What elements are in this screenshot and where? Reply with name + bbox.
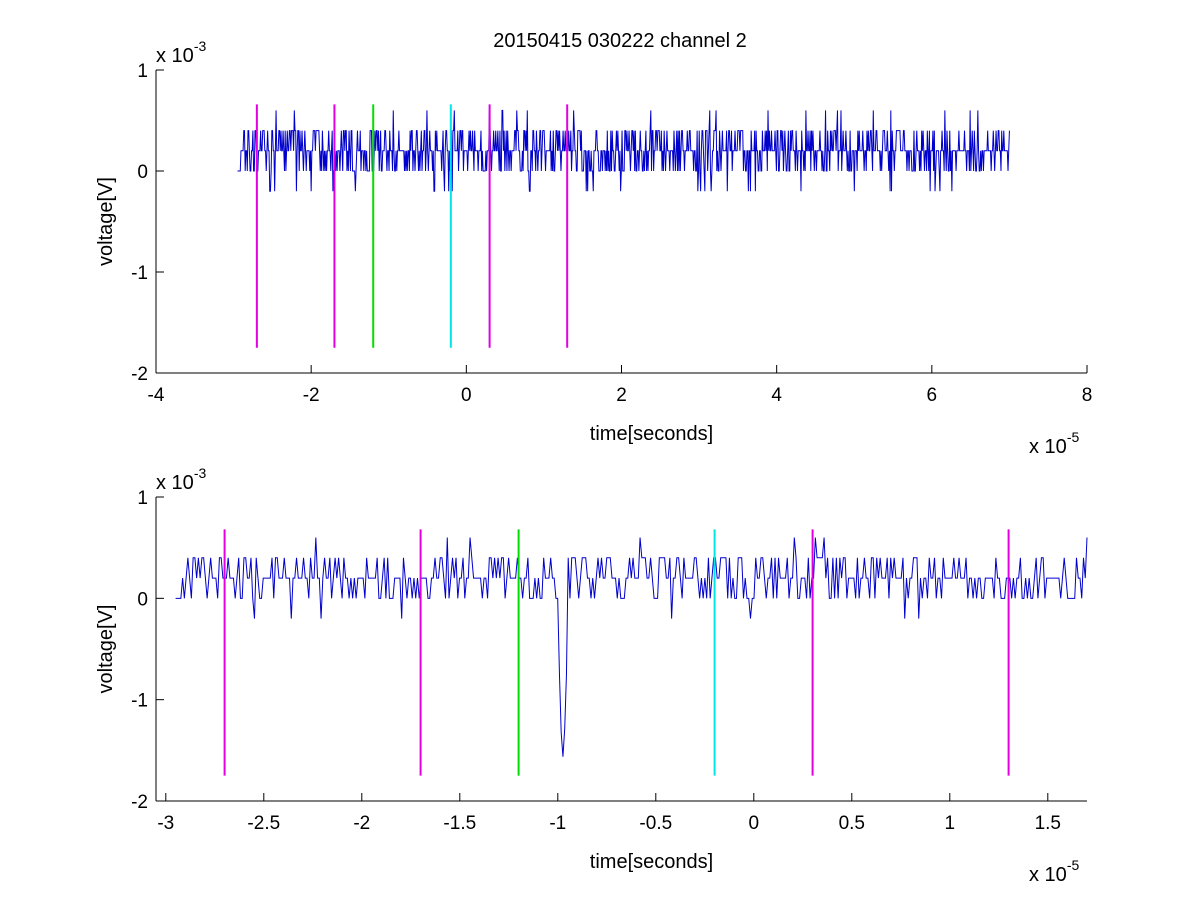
x-tick-label: -1.5 [443, 813, 476, 834]
x-axis-label: time[seconds] [590, 851, 713, 873]
x-tick-label: 6 [927, 385, 938, 406]
x-tick-label: 1 [945, 813, 956, 834]
y-tick-label: -1 [131, 691, 148, 712]
y-tick-label: 1 [137, 488, 148, 509]
signal-trace [237, 109, 1010, 192]
x-tick-label: 8 [1082, 385, 1093, 406]
x-tick-label: -2 [353, 813, 370, 834]
y-tick-label: 1 [137, 61, 148, 82]
y-axis-label: voltage[V] [95, 177, 117, 266]
x-tick-label: 0 [749, 813, 760, 834]
y-tick-label: -2 [131, 364, 148, 385]
x-tick-label: -0.5 [639, 813, 672, 834]
x-tick-label: 0 [461, 385, 472, 406]
x-tick-label: 4 [771, 385, 782, 406]
x-tick-label: -2 [303, 385, 320, 406]
x-tick-label: 1.5 [1035, 813, 1061, 834]
axes-1: -4 -2 0 2 4 6 8-2-101time[seconds]voltage[V]x … [95, 38, 1092, 458]
signal-trace [175, 537, 1088, 757]
figure-title: 20150415 030222 channel 2 [493, 30, 747, 52]
x-axis-label: time[seconds] [590, 423, 713, 445]
x-tick-label: -3 [157, 813, 174, 834]
y-tick-label: 0 [137, 589, 148, 610]
x-tick-label: -4 [148, 385, 165, 406]
y-tick-label: 0 [137, 162, 148, 183]
x-tick-label: 2 [616, 385, 627, 406]
x-tick-label: 0.5 [839, 813, 865, 834]
y-tick-label: -2 [131, 792, 148, 813]
x-tick-label: -2.5 [247, 813, 280, 834]
axes-2: -3 -2.5 -2 -1.5 -1 -0.5 0 0.5 1 1.5 -2 -1 0 1 time[sec… [95, 465, 1088, 886]
y-axis-label: voltage[V] [95, 605, 117, 694]
x-tick-label: -1 [549, 813, 566, 834]
y-tick-label: -1 [131, 263, 148, 284]
